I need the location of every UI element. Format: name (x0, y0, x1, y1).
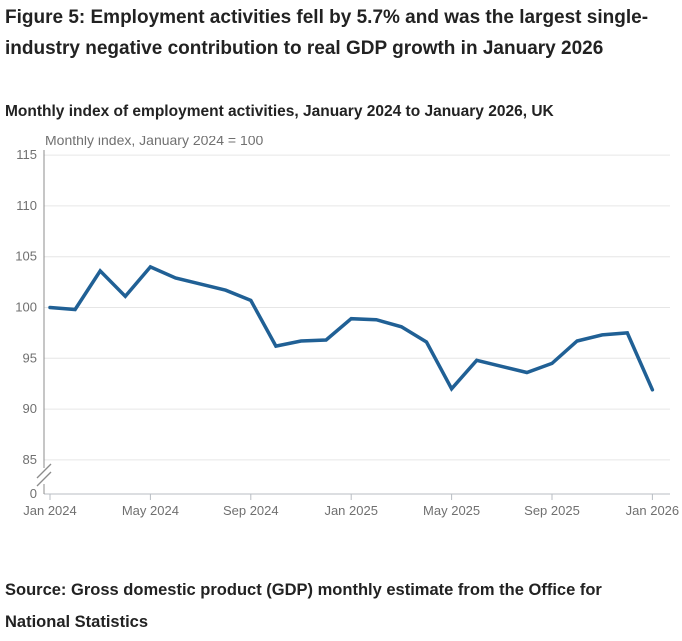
y-tick-label-105: 105 (15, 249, 37, 264)
y-tick-label-85: 85 (23, 452, 37, 467)
x-tick-label-Sep 2024: Sep 2024 (223, 503, 279, 518)
y-axis-unit-label-text: Monthly index, January 2024 = 100 (45, 136, 264, 148)
employment-index-line-chart: Monthly index, January 2024 = 100 85 90 95… (0, 128, 682, 520)
y-tick-label-90: 90 (23, 401, 37, 416)
y-tick-label-115: 115 (16, 147, 37, 162)
y-tick-label-95: 95 (23, 350, 37, 365)
x-tick-label-Sep 2025: Sep 2025 (524, 503, 580, 518)
y-axis-break-slash-lower (36, 471, 52, 487)
y-axis-break-slash-upper (36, 463, 52, 479)
series-line-employment-activities (48, 264, 655, 392)
figure-title: Figure 5: Employment activities fell by … (5, 7, 649, 59)
x-tick-label-Jan 2024: Jan 2024 (23, 503, 77, 518)
x-tick-label-May 2025: May 2025 (423, 503, 480, 518)
figure-subtitle: Monthly index of employment activities, … (5, 103, 554, 120)
x-tick-label-Jan 2025: Jan 2025 (324, 503, 378, 518)
y-axis-unit-label: Monthly index, January 2024 = 100 (45, 136, 263, 150)
source-note: Source: Gross domestic product (GDP) mon… (5, 581, 602, 631)
y-tick-label-110: 110 (16, 198, 37, 213)
x-tick-label-Jan 2026: Jan 2026 (626, 503, 680, 518)
y-tick-label-100: 100 (15, 300, 37, 315)
y-tick-label-0: 0 (30, 486, 37, 501)
chart-plot-area: 85 90 95 100 105 110 115 0 Jan 2024 May 2024 Sep 2… (15, 147, 680, 518)
x-tick-label-May 2024: May 2024 (122, 503, 179, 518)
